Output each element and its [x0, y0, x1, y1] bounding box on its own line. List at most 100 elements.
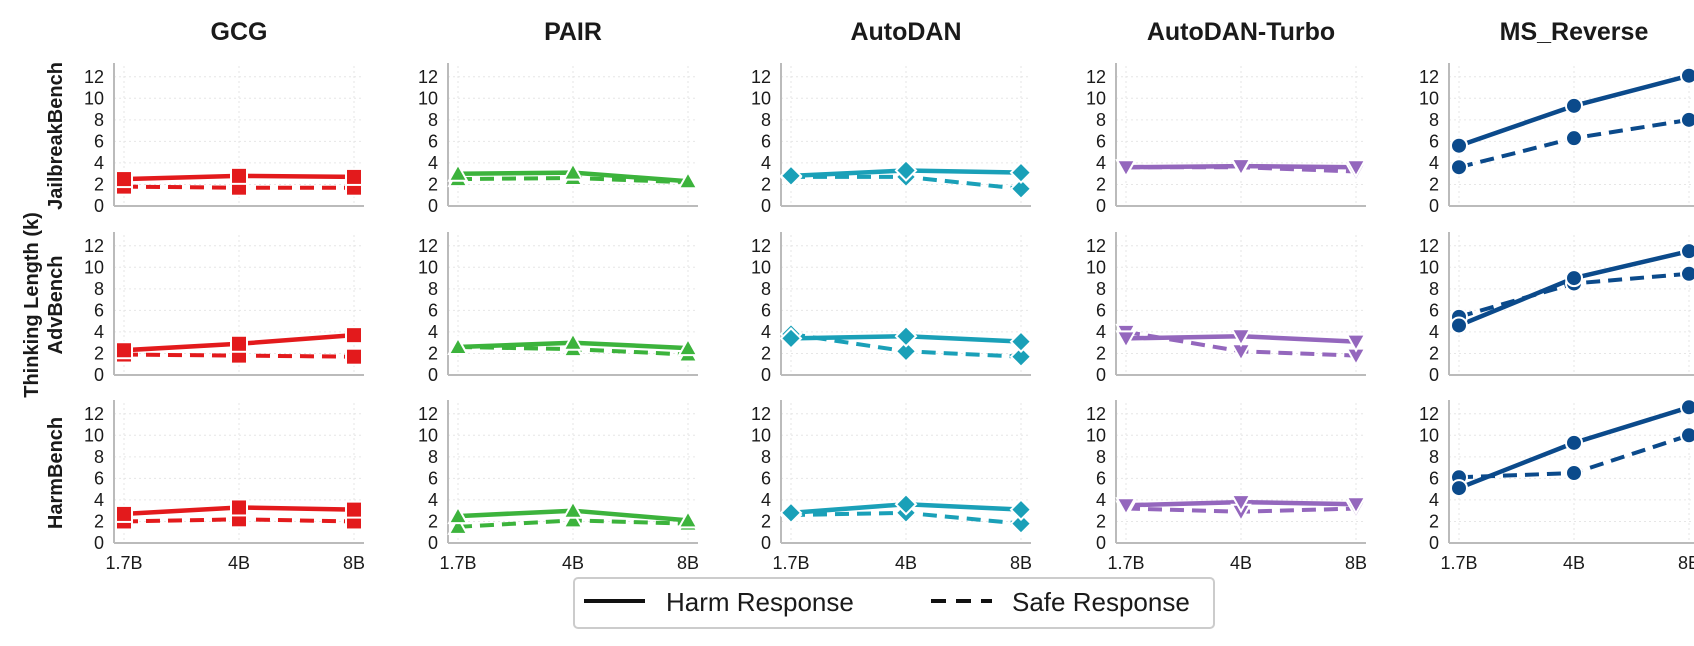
y-tick-label: 8: [1429, 110, 1439, 130]
x-tick-label: 4B: [1563, 553, 1585, 573]
harm-response-point: [115, 170, 133, 189]
harm-response-point: [230, 334, 248, 353]
y-tick-label: 12: [418, 404, 438, 424]
y-tick-label: 6: [1429, 131, 1439, 151]
harm-response-point: [1009, 161, 1033, 185]
safe-response-point: [1680, 110, 1694, 129]
safe-response-point: [1680, 264, 1694, 283]
safe-response-point: [562, 509, 584, 529]
safe-response-point: [1009, 512, 1033, 536]
x-tick-label: 1.7B: [439, 553, 476, 573]
x-tick-label: 8B: [1678, 553, 1694, 573]
harm-response-point: [1230, 328, 1252, 348]
safe-response-point: [1450, 158, 1468, 177]
y-tick-label: 2: [428, 174, 438, 194]
harm-response-point: [1450, 136, 1468, 155]
y-tick-label: 4: [1429, 153, 1439, 173]
y-tick-label: 10: [84, 88, 104, 108]
y-tick-label: 2: [1096, 343, 1106, 363]
y-tick-label: 10: [751, 425, 771, 445]
y-tick-label: 8: [761, 447, 771, 467]
y-tick-label: 4: [428, 153, 438, 173]
y-tick-label: 0: [428, 365, 438, 385]
y-tick-label: 0: [1429, 196, 1439, 216]
y-tick-label: 2: [1429, 511, 1439, 531]
y-tick-label: 2: [1429, 343, 1439, 363]
y-tick-label: 0: [94, 365, 104, 385]
y-tick-label: 10: [84, 425, 104, 445]
harm-response-point: [677, 337, 699, 357]
harm-response-point: [1565, 269, 1583, 288]
safe-response-point: [894, 339, 918, 363]
harm-response-point: [345, 167, 363, 186]
safe-response-point: [1680, 426, 1694, 445]
harm-response-point: [1115, 159, 1137, 179]
column-title-1: PAIR: [544, 18, 602, 46]
y-tick-label: 0: [94, 533, 104, 553]
y-tick-label: 10: [1419, 425, 1439, 445]
column-title-0: GCG: [211, 18, 268, 46]
y-tick-label: 6: [1096, 131, 1106, 151]
y-tick-label: 8: [94, 279, 104, 299]
y-tick-label: 8: [428, 279, 438, 299]
y-tick-label: 8: [1429, 447, 1439, 467]
harm-response-point: [677, 170, 699, 190]
y-tick-label: 8: [1429, 279, 1439, 299]
harm-response-point: [1009, 330, 1033, 354]
harm-response-point: [1230, 494, 1252, 514]
y-tick-label: 12: [1419, 67, 1439, 87]
y-tick-label: 12: [1086, 236, 1106, 256]
y-tick-label: 12: [1419, 236, 1439, 256]
x-tick-label: 4B: [1230, 553, 1252, 573]
safe-response-point: [1009, 177, 1033, 201]
y-tick-label: 4: [94, 490, 104, 510]
column-title-4: MS_Reverse: [1500, 18, 1649, 46]
y-tick-label: 2: [94, 343, 104, 363]
legend-frame: [573, 577, 1215, 629]
harm-response-point: [1450, 479, 1468, 498]
y-tick-label: 8: [761, 279, 771, 299]
row-label-2: HarmBench: [45, 417, 67, 529]
harm-response-point: [447, 162, 469, 182]
legend: Harm Response Safe Response: [573, 577, 1215, 629]
y-tick-label: 10: [1419, 88, 1439, 108]
y-tick-label: 0: [1096, 365, 1106, 385]
x-tick-label: 4B: [895, 553, 917, 573]
y-tick-label: 10: [1419, 257, 1439, 277]
y-tick-label: 0: [428, 196, 438, 216]
harm-response-point: [1230, 158, 1252, 178]
y-tick-label: 8: [1096, 447, 1106, 467]
y-tick-label: 6: [1096, 468, 1106, 488]
harm-response-point: [894, 492, 918, 516]
y-tick-label: 0: [428, 533, 438, 553]
x-tick-label: 4B: [228, 553, 250, 573]
safe-response-point: [345, 347, 363, 366]
y-tick-label: 0: [761, 365, 771, 385]
harm-response-point: [1680, 66, 1694, 85]
x-tick-label: 4B: [562, 553, 584, 573]
harm-response-point: [779, 326, 803, 350]
y-tick-label: 2: [94, 511, 104, 531]
y-tick-label: 2: [94, 174, 104, 194]
safe-response-point: [1565, 129, 1583, 148]
harm-response-point: [345, 326, 363, 345]
y-tick-label: 10: [418, 257, 438, 277]
y-tick-label: 0: [1096, 533, 1106, 553]
safe-response-point: [1565, 464, 1583, 482]
harm-response-point: [447, 335, 469, 355]
y-tick-label: 2: [761, 343, 771, 363]
y-tick-label: 4: [1096, 153, 1106, 173]
y-tick-label: 4: [761, 322, 771, 342]
x-tick-label: 8B: [677, 553, 699, 573]
y-tick-label: 8: [1096, 279, 1106, 299]
y-tick-label: 12: [1086, 67, 1106, 87]
